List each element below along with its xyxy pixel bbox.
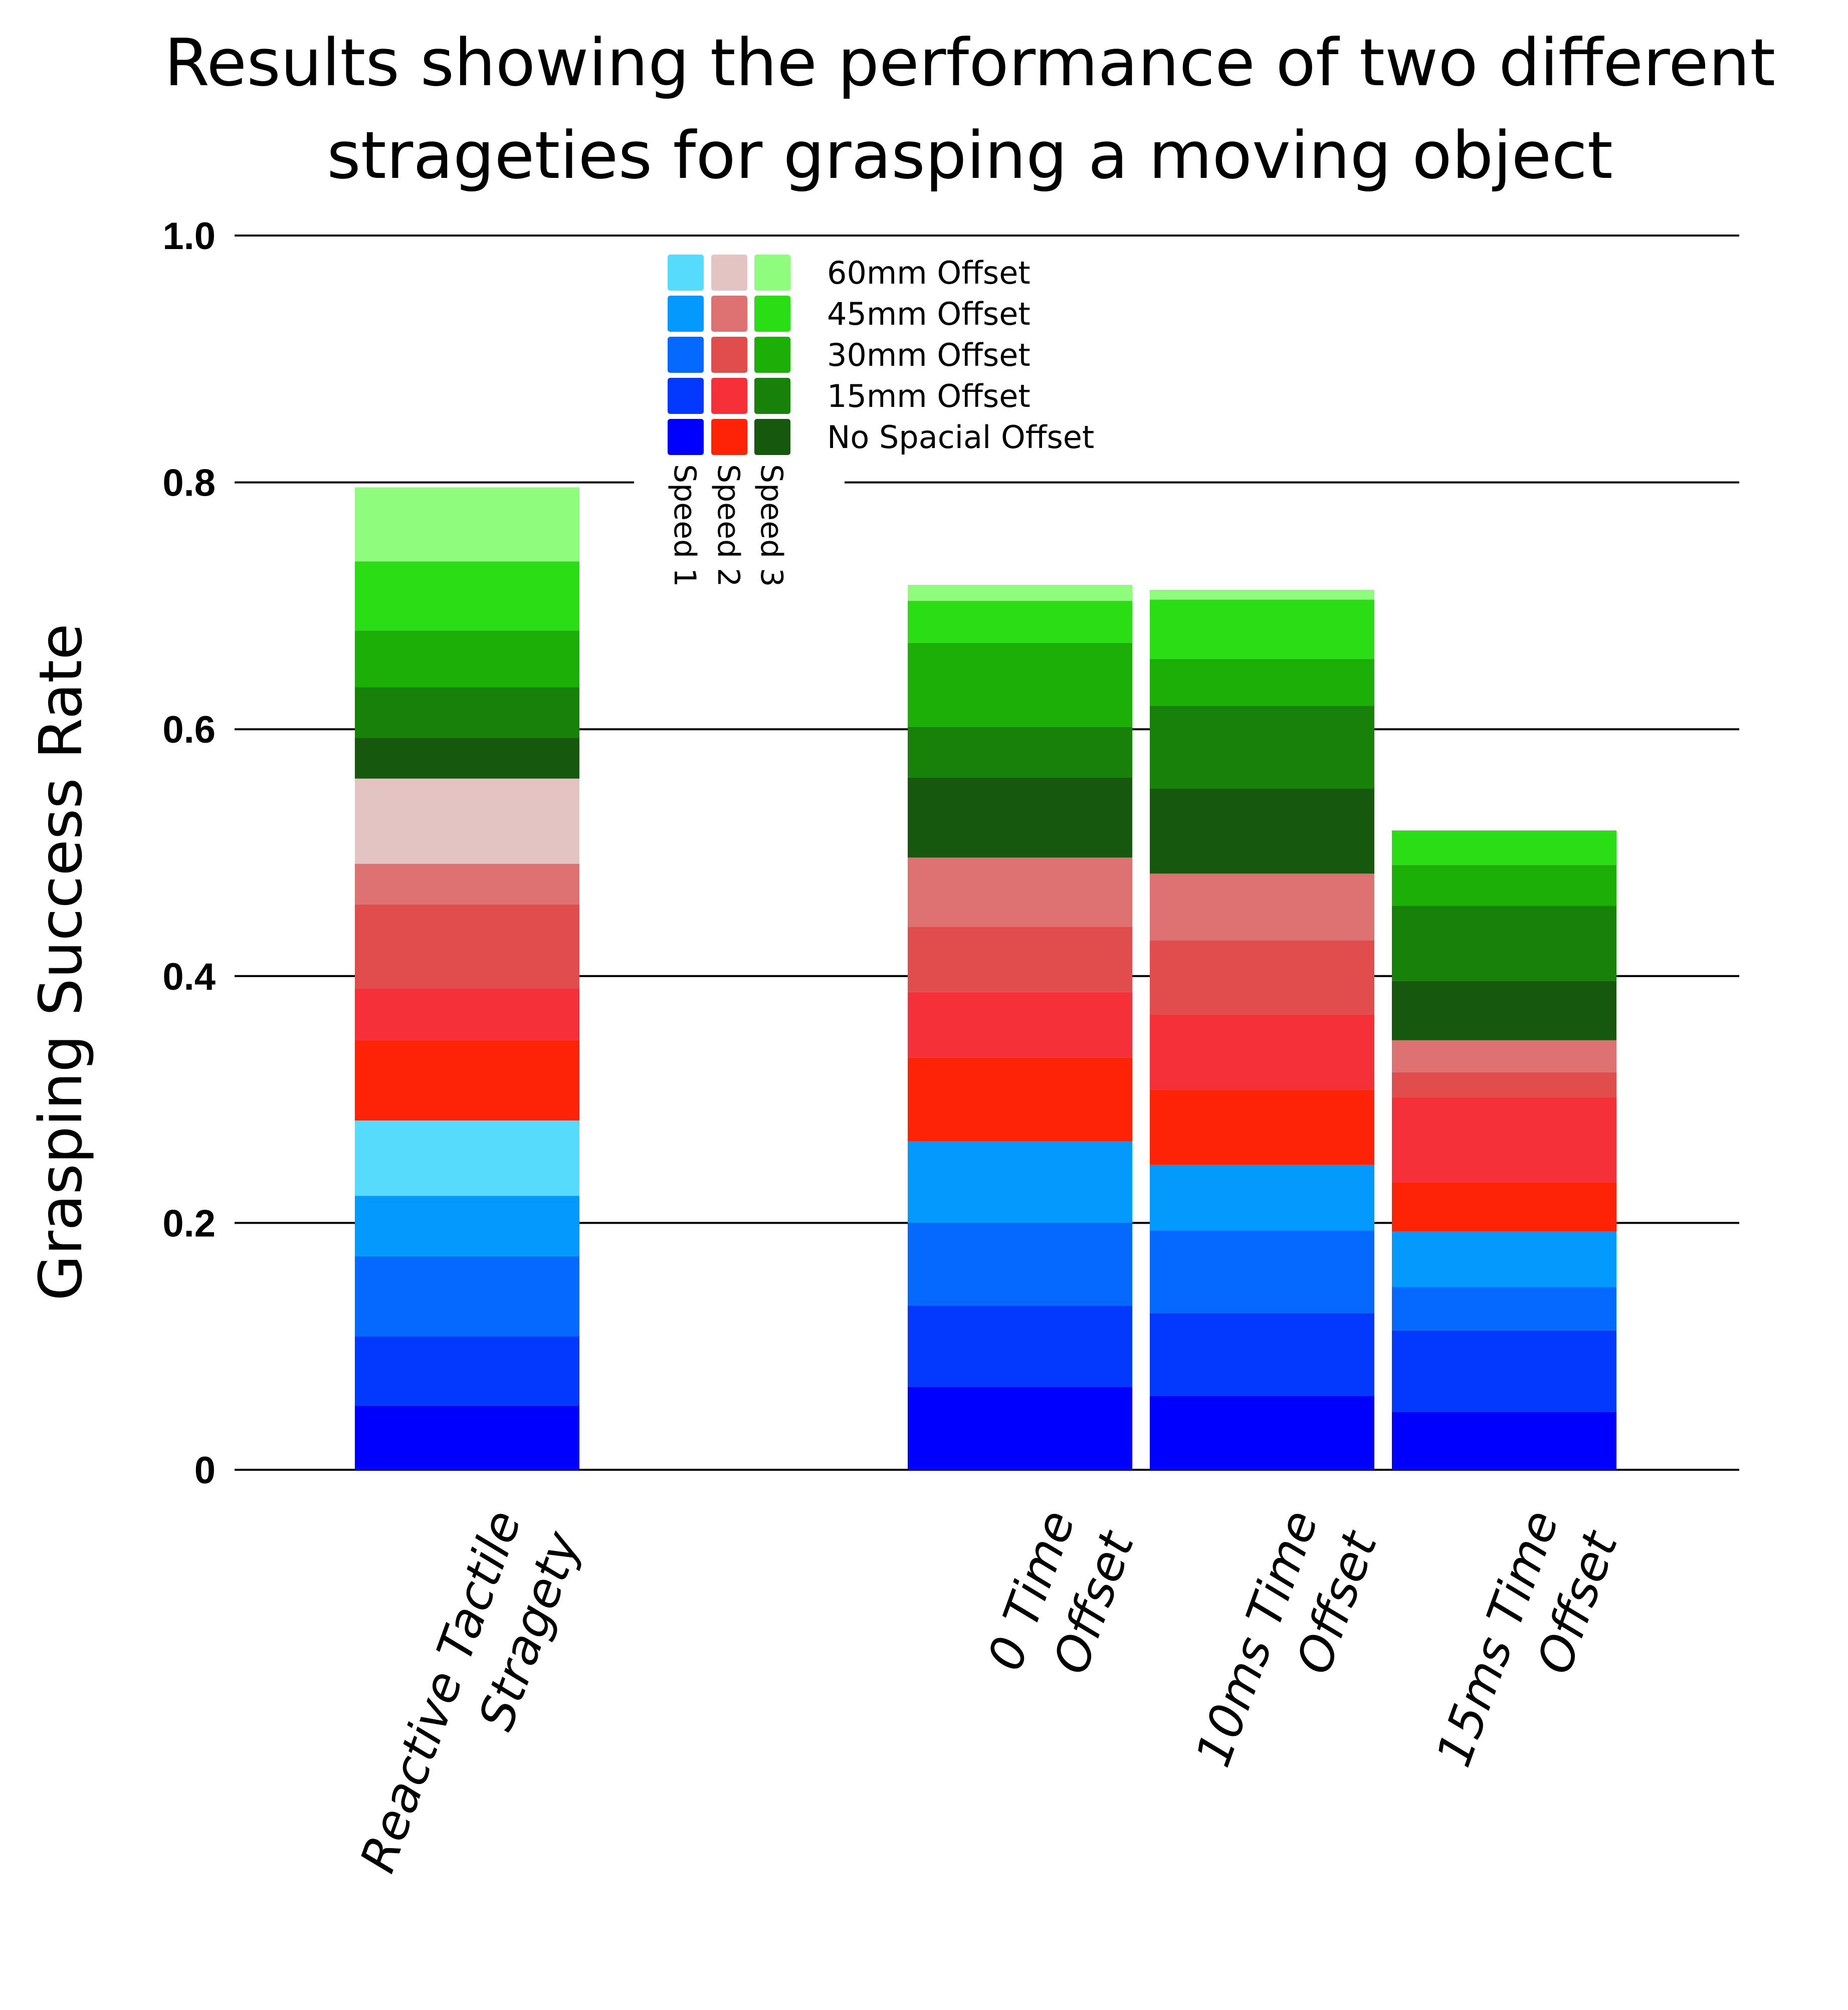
x-category-label: 0 TimeOffset xyxy=(977,1501,1146,1699)
bar-segment xyxy=(1392,1330,1616,1412)
legend-swatch xyxy=(754,419,790,455)
bar-segment xyxy=(355,1196,579,1256)
bar-segment xyxy=(1392,1287,1616,1330)
bar-segment xyxy=(908,727,1132,778)
bar-segment xyxy=(1150,1165,1374,1231)
legend-offset-label: 45mm Offset xyxy=(827,296,1031,332)
bar-segment xyxy=(355,988,579,1040)
bars xyxy=(355,487,1616,1470)
chart-title: Results showing the performance of two d… xyxy=(164,25,1776,193)
bar-segment xyxy=(1392,1412,1616,1470)
chart-title-line-2: strageties for grasping a moving object xyxy=(327,117,1613,193)
bar-segment xyxy=(908,1223,1132,1306)
bar-segment xyxy=(1392,1072,1616,1097)
legend-swatch xyxy=(754,337,790,373)
bar-stack xyxy=(908,585,1132,1470)
legend-swatch xyxy=(754,255,790,291)
bar-segment xyxy=(1392,830,1616,865)
bar-segment xyxy=(1150,706,1374,789)
bar-segment xyxy=(908,1305,1132,1387)
bar-segment xyxy=(1150,1014,1374,1090)
bar-segment xyxy=(908,1141,1132,1223)
bar-segment xyxy=(1150,658,1374,706)
bar-segment xyxy=(355,904,579,989)
bar-segment xyxy=(1150,1230,1374,1313)
bar-segment xyxy=(1150,1396,1374,1470)
legend-swatch xyxy=(668,419,704,455)
legend-speed-label: Speed 2 xyxy=(711,464,746,587)
bar-stack xyxy=(355,487,579,1470)
legend-speed-label: Speed 1 xyxy=(667,464,702,587)
bar-segment xyxy=(1150,873,1374,941)
bar-segment xyxy=(1150,1089,1374,1165)
bar-segment xyxy=(1150,1313,1374,1396)
y-axis-title: Grasping Success Rate xyxy=(26,623,95,1301)
bar-segment xyxy=(355,1256,579,1336)
legend: 60mm Offset 45mm Offset 30mm Offset 15mm Of… xyxy=(634,246,1094,587)
legend-swatch xyxy=(668,255,704,291)
legend-swatch xyxy=(711,255,747,291)
bar-segment xyxy=(1150,788,1374,874)
bar-segment xyxy=(355,561,579,631)
x-category-label: Reactive TactileStragety xyxy=(349,1502,591,1901)
bar-segment xyxy=(908,642,1132,727)
bar-segment xyxy=(355,687,579,738)
legend-swatch xyxy=(754,378,790,414)
legend-swatch xyxy=(711,378,747,414)
bar-segment xyxy=(355,778,579,864)
bar-segment xyxy=(1392,865,1616,906)
y-tick-label: 0 xyxy=(194,1449,216,1492)
x-category-label: 10ms TimeOffset xyxy=(1185,1501,1389,1795)
y-tick-label: 0.8 xyxy=(162,462,216,505)
legend-offset-label: 60mm Offset xyxy=(827,255,1031,291)
legend-swatch xyxy=(711,296,747,332)
bar-segment xyxy=(355,487,579,562)
bar-segment xyxy=(355,738,579,779)
bar-segment xyxy=(355,863,579,905)
bar-segment xyxy=(1150,589,1374,600)
bar-segment xyxy=(1392,1231,1616,1287)
bar-segment xyxy=(355,1120,579,1196)
x-category-label: 15ms TimeOffset xyxy=(1425,1501,1629,1795)
bar-segment xyxy=(908,777,1132,858)
legend-swatch xyxy=(711,419,747,455)
y-tick-label: 0.2 xyxy=(162,1202,216,1245)
bar-segment xyxy=(908,1057,1132,1142)
bar-segment xyxy=(908,857,1132,927)
legend-swatch xyxy=(668,337,704,373)
y-tick-label: 0.4 xyxy=(162,956,216,998)
bar-segment xyxy=(1392,1097,1616,1183)
chart-title-line-1: Results showing the performance of two d… xyxy=(164,25,1776,101)
y-tick-label: 1.0 xyxy=(162,215,216,258)
bar-segment xyxy=(908,601,1132,643)
y-axis-ticks: 0 0.2 0.4 0.6 0.8 1.0 xyxy=(162,215,216,1492)
bar-segment xyxy=(1392,1182,1616,1232)
x-axis-labels: Reactive TactileStragety 0 TimeOffset 10ms… xyxy=(349,1501,1629,1901)
bar-segment xyxy=(355,1336,579,1406)
y-tick-label: 0.6 xyxy=(162,709,216,751)
bar-segment xyxy=(908,585,1132,601)
bar-segment xyxy=(908,992,1132,1058)
legend-offset-label: 30mm Offset xyxy=(827,337,1031,373)
bar-segment xyxy=(355,1040,579,1121)
bar-segment xyxy=(1150,599,1374,659)
bar-stack xyxy=(1392,830,1616,1470)
legend-swatch xyxy=(668,296,704,332)
bar-segment xyxy=(1392,1040,1616,1072)
bar-segment xyxy=(1150,940,1374,1015)
bar-segment xyxy=(355,1405,579,1470)
legend-speed-label: Speed 3 xyxy=(754,464,789,587)
bar-stack xyxy=(1150,589,1374,1470)
legend-offset-label: No Spacial Offset xyxy=(827,419,1094,456)
bar-segment xyxy=(1392,906,1616,981)
legend-offset-label: 15mm Offset xyxy=(827,378,1031,414)
bar-segment xyxy=(355,630,579,688)
bar-segment xyxy=(908,1387,1132,1470)
legend-swatch xyxy=(668,378,704,414)
bar-segment xyxy=(908,927,1132,992)
legend-swatch xyxy=(754,296,790,332)
legend-swatch xyxy=(711,337,747,373)
bar-segment xyxy=(1392,981,1616,1040)
